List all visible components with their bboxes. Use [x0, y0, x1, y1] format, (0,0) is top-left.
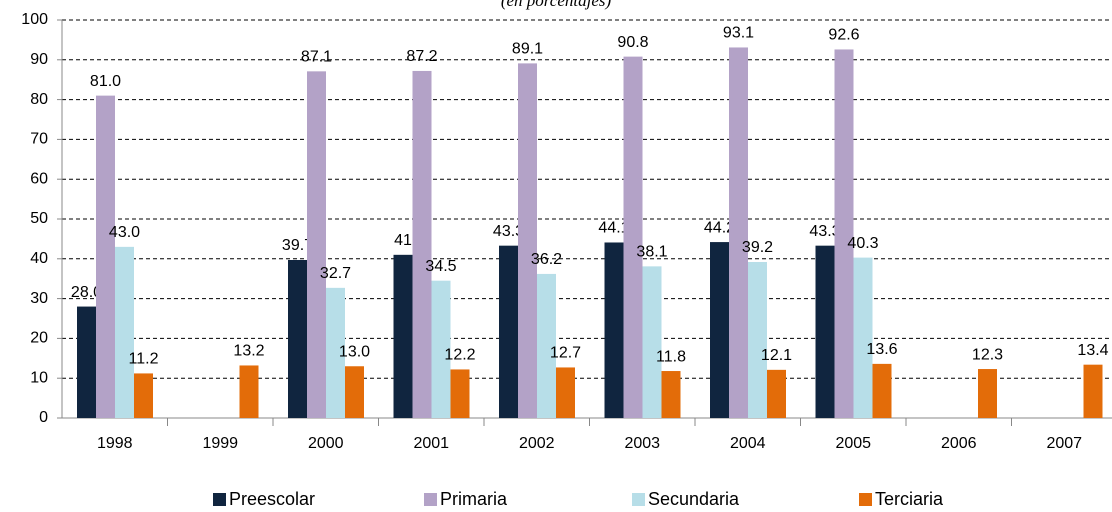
bar	[239, 365, 259, 418]
y-tick-label: 20	[30, 330, 48, 347]
bar	[288, 259, 307, 418]
chart-subtitle: (en porcentajes)	[501, 0, 612, 10]
bar	[767, 369, 786, 418]
x-tick-label: 2004	[730, 435, 766, 452]
data-label: 81.0	[90, 73, 121, 90]
x-tick-label: 2001	[413, 435, 449, 452]
data-label: 87.2	[406, 48, 437, 65]
bar	[834, 49, 854, 419]
data-label: 44.2	[704, 219, 735, 236]
data-label: 39.7	[282, 237, 313, 254]
bar	[815, 245, 835, 418]
data-label: 28.0	[71, 284, 102, 301]
bar	[499, 245, 518, 418]
x-tick-label: 2005	[835, 435, 871, 452]
x-tick-label: 2007	[1046, 435, 1082, 452]
legend-label: Preescolar	[229, 489, 315, 509]
data-label: 90.8	[617, 34, 648, 51]
legend-swatch	[859, 493, 872, 506]
data-label: 32.7	[320, 265, 351, 282]
bar	[556, 367, 575, 418]
y-tick-label: 0	[39, 409, 48, 426]
bar	[642, 266, 662, 418]
bar	[412, 70, 432, 418]
y-tick-label: 40	[30, 250, 48, 267]
data-label: 89.1	[512, 41, 543, 58]
bar	[450, 369, 470, 418]
legend-swatch	[632, 493, 645, 506]
x-tick-label: 2003	[624, 435, 660, 452]
data-label: 11.2	[129, 351, 159, 368]
data-label: 43.3	[809, 223, 840, 240]
legend-swatch	[213, 493, 226, 506]
data-label: 12.3	[972, 346, 1003, 363]
data-label: 41	[394, 232, 412, 249]
bar	[115, 246, 134, 418]
x-tick-label: 2002	[519, 435, 555, 452]
bar	[604, 242, 624, 418]
bar	[326, 287, 345, 418]
bar	[978, 369, 997, 418]
x-tick-label: 2000	[308, 435, 344, 452]
legend-label: Terciaria	[875, 489, 944, 509]
y-tick-label: 80	[30, 91, 48, 108]
data-label: 87.1	[301, 49, 332, 66]
bar	[345, 366, 364, 418]
bar	[710, 242, 729, 418]
bar	[518, 63, 537, 419]
bar	[393, 254, 413, 418]
bar	[537, 273, 556, 418]
data-label: 11.8	[656, 348, 686, 365]
data-label: 36.2	[531, 251, 562, 268]
y-tick-label: 100	[21, 11, 48, 28]
data-label: 12.2	[444, 347, 475, 364]
y-tick-label: 90	[30, 51, 48, 68]
data-label: 92.6	[828, 27, 859, 44]
y-tick-label: 70	[30, 131, 48, 148]
y-tick-label: 60	[30, 170, 48, 187]
bar	[872, 363, 892, 418]
y-tick-label: 10	[30, 369, 48, 386]
bar	[748, 261, 767, 418]
data-label: 13.4	[1077, 342, 1108, 359]
data-label: 34.5	[425, 258, 456, 275]
bar	[431, 280, 451, 418]
data-label: 40.3	[847, 235, 878, 252]
bar	[661, 371, 681, 418]
legend-label: Secundaria	[648, 489, 740, 509]
data-label: 43.0	[109, 224, 140, 241]
y-tick-label: 30	[30, 290, 48, 307]
data-label: 44.1	[598, 220, 629, 237]
x-tick-label: 1998	[97, 435, 133, 452]
data-label: 13.2	[233, 343, 264, 360]
legend-swatch	[424, 493, 437, 506]
bar	[96, 95, 115, 419]
x-tick-label: 2006	[941, 435, 977, 452]
data-label: 43.3	[493, 223, 524, 240]
bar	[307, 71, 326, 418]
bar	[77, 306, 96, 418]
data-label: 13.0	[339, 343, 370, 360]
data-label: 13.6	[866, 341, 897, 358]
bar	[729, 47, 748, 418]
y-tick-label: 50	[30, 210, 48, 227]
legend-label: Primaria	[440, 489, 508, 509]
x-tick-label: 1999	[202, 435, 238, 452]
bar	[134, 373, 153, 418]
bar	[1083, 364, 1103, 418]
data-label: 39.2	[742, 239, 773, 256]
data-label: 93.1	[723, 25, 754, 42]
data-label: 38.1	[636, 244, 667, 261]
data-label: 12.7	[550, 345, 581, 362]
bar	[623, 56, 643, 419]
bar	[853, 257, 873, 418]
data-label: 12.1	[761, 347, 792, 364]
